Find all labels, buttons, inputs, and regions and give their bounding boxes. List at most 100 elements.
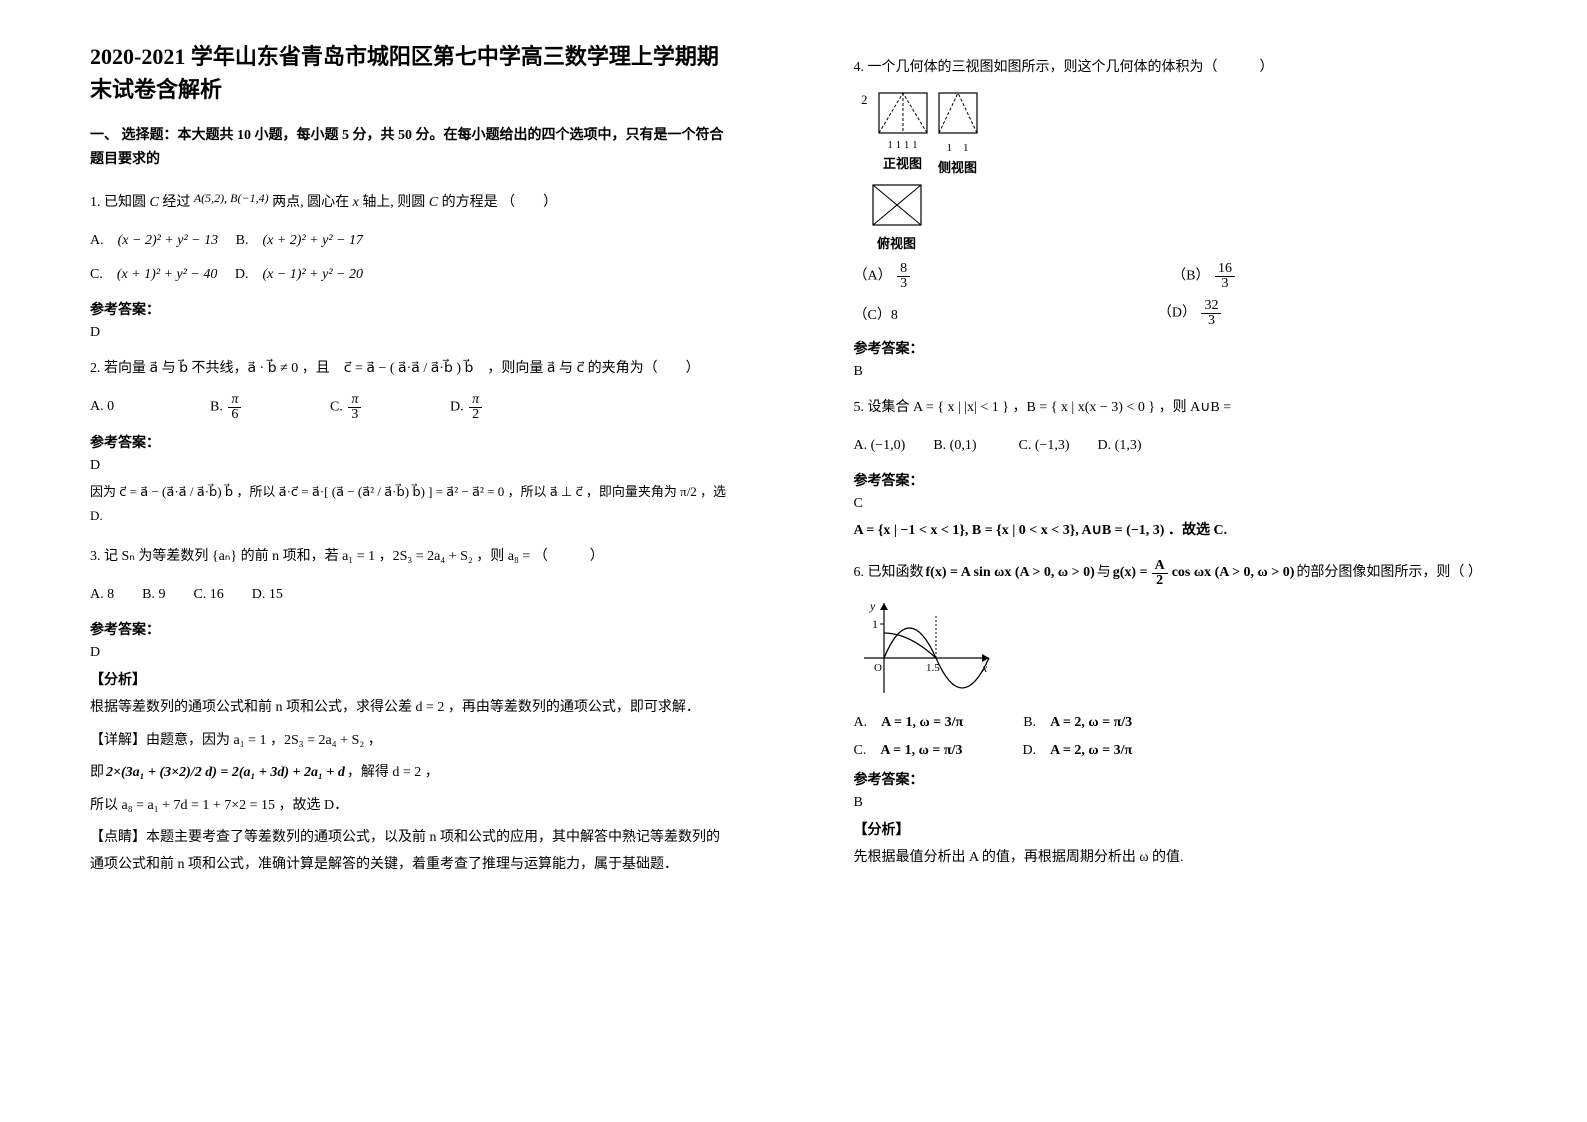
q2-optD-num: π <box>469 393 482 408</box>
q6-post: 的部分图像如图所示，则（ ） <box>1296 559 1482 587</box>
q4-top-label: 俯视图 <box>872 233 922 252</box>
question-3: 3. 记 Sₙ 为等差数列 {aₙ} 的前 n 项和，若 a₁ = 1 ，2S₃… <box>90 543 734 571</box>
q6-g-pre: g(x) = <box>1113 559 1148 587</box>
q3-fenxi: 根据等差数列的通项公式和前 n 项和公式，求得公差 d = 2 ，再由等差数列的… <box>90 695 734 722</box>
section1-heading: 一、 选择题：本大题共 10 小题，每小题 5 分，共 50 分。在每小题给出的… <box>90 124 734 172</box>
q3-ans: D <box>90 645 734 661</box>
q3-ans-label: 参考答案： <box>90 619 734 639</box>
q6-g-num: A <box>1152 559 1168 574</box>
q4-front-label: 正视图 <box>878 153 928 172</box>
q6-optC: A = 1, ω = π/3 <box>880 743 962 758</box>
q4-top-view-row: 俯视图 <box>872 184 1498 252</box>
q4-optD-pre: （D） <box>1158 306 1196 321</box>
question-4: 4. 一个几何体的三视图如图所示，则这个几何体的体积为（ ） <box>854 54 1498 82</box>
q5-expl: A = {x | −1 < x < 1}, B = {x | 0 < x < 3… <box>854 518 1498 545</box>
q4-top-view-block: 俯视图 <box>872 184 922 252</box>
question-5: 5. 设集合 A = { x | |x| < 1 } ，B = { x | x(… <box>854 394 1498 422</box>
q4-front-view-icon <box>878 92 928 134</box>
q4-opts-row1: （A） 83 （B） 163 <box>854 262 1498 291</box>
q1-optB: (x + 2)² + y² − 17 <box>262 233 363 248</box>
q6-ans: B <box>854 795 1498 811</box>
q3-opts: A. 8 B. 9 C. 16 D. 15 <box>90 581 734 609</box>
q5-ans-label: 参考答案： <box>854 470 1498 490</box>
q2-optD-pre: D. <box>450 399 464 414</box>
q4-side-ticks: 1 1 <box>938 139 978 155</box>
q3-eq-post: ，解得 d = 2 ， <box>347 760 439 787</box>
q6-graph-icon: y x 1 O 1.5 <box>854 598 994 698</box>
q4-ans-label: 参考答案： <box>854 338 1498 358</box>
q3-eq: 2×(3a₁ + (3×2)/2 d) = 2(a₁ + 3d) + 2a₁ +… <box>106 760 345 787</box>
q2-optA: A. 0 <box>90 399 170 415</box>
q4-front-view-block: 1 1 1 1 正视图 <box>878 92 928 172</box>
q4-optA-num: 8 <box>897 262 910 277</box>
q6-optD-pre: D. <box>1022 743 1036 758</box>
q1-C1: C <box>150 195 159 210</box>
q4-top-view-icon <box>872 184 922 226</box>
svg-text:y: y <box>869 599 876 613</box>
q3-fenxi-label: 【分析】 <box>90 669 734 689</box>
question-6: 6. 已知函数 f(x) = A sin ωx (A > 0, ω > 0) 与… <box>854 559 1498 588</box>
question-1: 1. 已知圆 C 经过 A(5,2), B(−1,4) 两点, 圆心在 x 轴上… <box>90 186 734 217</box>
q1-points: A(5,2), B(−1,4) <box>194 191 269 205</box>
q4-dim-2: 2 <box>854 92 868 108</box>
q6-fenxi-label: 【分析】 <box>854 819 1498 839</box>
q4-optC: （C）8 <box>854 304 898 324</box>
q1-mid2: 两点, 圆心在 <box>272 195 349 210</box>
q3-dianjing: 【点睛】本题主要考查了等差数列的通项公式，以及前 n 项和公式的应用，其中解答中… <box>90 825 734 878</box>
q6-graph: y x 1 O 1.5 <box>854 598 1498 703</box>
q6-pre: 6. 已知函数 <box>854 559 924 587</box>
svg-text:1.5: 1.5 <box>926 662 940 674</box>
q3-dianjing-text: 本题主要考查了等差数列的通项公式，以及前 n 项和公式的应用，其中解答中熟记等差… <box>90 830 720 872</box>
q1-post: 的方程是 （ ） <box>442 195 558 210</box>
q6-opts-row2: C. A = 1, ω = π/3 D. A = 2, ω = 3/π <box>854 739 1498 759</box>
q4-optA-den: 3 <box>897 277 910 291</box>
q2-optC-pre: C. <box>330 399 343 414</box>
q1-opts-row1: A. (x − 2)² + y² − 13 B. (x + 2)² + y² −… <box>90 227 734 255</box>
svg-text:1: 1 <box>872 617 878 631</box>
q4-side-view-block: 1 1 侧视图 <box>938 92 978 176</box>
q2-optB-den: 6 <box>228 408 241 422</box>
svg-text:O: O <box>874 662 882 674</box>
q6-optC-pre: C. <box>854 743 867 758</box>
q3-eqline: 即 2×(3a₁ + (3×2)/2 d) = 2(a₁ + 3d) + 2a₁… <box>90 760 734 787</box>
q6-optD: A = 2, ω = 3/π <box>1050 743 1132 758</box>
q3-so: 所以 a₈ = a₁ + 7d = 1 + 7×2 = 15 ，故选 D． <box>90 793 734 820</box>
q1-optA: (x − 2)² + y² − 13 <box>118 233 219 248</box>
q4-optB-pre: （B） <box>1172 269 1209 284</box>
q4-three-views: 2 1 1 1 1 正视图 1 1 侧视图 <box>854 92 1498 176</box>
q4-optB-num: 16 <box>1215 262 1235 277</box>
q3-eq-pre: 即 <box>90 760 104 787</box>
q2-optB-num: π <box>228 393 241 408</box>
q6-optA: A = 1, ω = 3/π <box>881 715 963 730</box>
q6-f: f(x) = A sin ωx (A > 0, ω > 0) <box>926 559 1095 587</box>
q2-ans: D <box>90 458 734 474</box>
q1-C2: C <box>429 195 438 210</box>
q4-ans: B <box>854 364 1498 380</box>
q1-mid3: 轴上, 则圆 <box>362 195 425 210</box>
q4-side-label: 侧视图 <box>938 157 978 176</box>
q1-optD: (x − 1)² + y² − 20 <box>262 267 363 282</box>
q5-opts: A. (−1,0) B. (0,1) C. (−1,3) D. (1,3) <box>854 432 1498 460</box>
question-2: 2. 若向量 a⃗ 与 b⃗ 不共线，a⃗ · b⃗ ≠ 0 ，且 c⃗ = a… <box>90 355 734 383</box>
q2-opts: A. 0 B. π6 C. π3 D. π2 <box>90 393 734 422</box>
q2-optD-den: 2 <box>469 408 482 422</box>
q4-opts-row2: （C）8 （D） 323 <box>854 299 1498 328</box>
q2-explanation: 因为 c⃗ = a⃗ − (a⃗·a⃗ / a⃗·b⃗) b⃗ ，所以 a⃗·c… <box>90 480 734 529</box>
q1-mid1: 经过 <box>162 195 190 210</box>
q6-mid: 与 <box>1097 559 1111 587</box>
q3-detail: 【详解】由题意，因为 a₁ = 1 ，2S₃ = 2a₄ + S₂ ， <box>90 728 734 755</box>
q6-opts-row1: A. A = 1, ω = 3/π B. A = 2, ω = π/3 <box>854 711 1498 731</box>
q4-side-view-icon <box>938 92 978 134</box>
q6-optB-pre: B. <box>1023 715 1036 730</box>
q2-optC-den: 3 <box>348 408 361 422</box>
q6-optA-pre: A. <box>854 715 868 730</box>
q6-optB: A = 2, ω = π/3 <box>1050 715 1132 730</box>
q1-optC: (x + 1)² + y² − 40 <box>117 267 218 282</box>
q1-ans-label: 参考答案： <box>90 299 734 319</box>
q4-optD-den: 3 <box>1201 314 1221 328</box>
q1-stem-pre: 1. 已知圆 <box>90 195 146 210</box>
q5-ans: C <box>854 496 1498 512</box>
exam-title: 2020-2021 学年山东省青岛市城阳区第七中学高三数学理上学期期末试卷含解析 <box>90 40 734 106</box>
q6-ans-label: 参考答案： <box>854 769 1498 789</box>
q4-optB-den: 3 <box>1215 277 1235 291</box>
